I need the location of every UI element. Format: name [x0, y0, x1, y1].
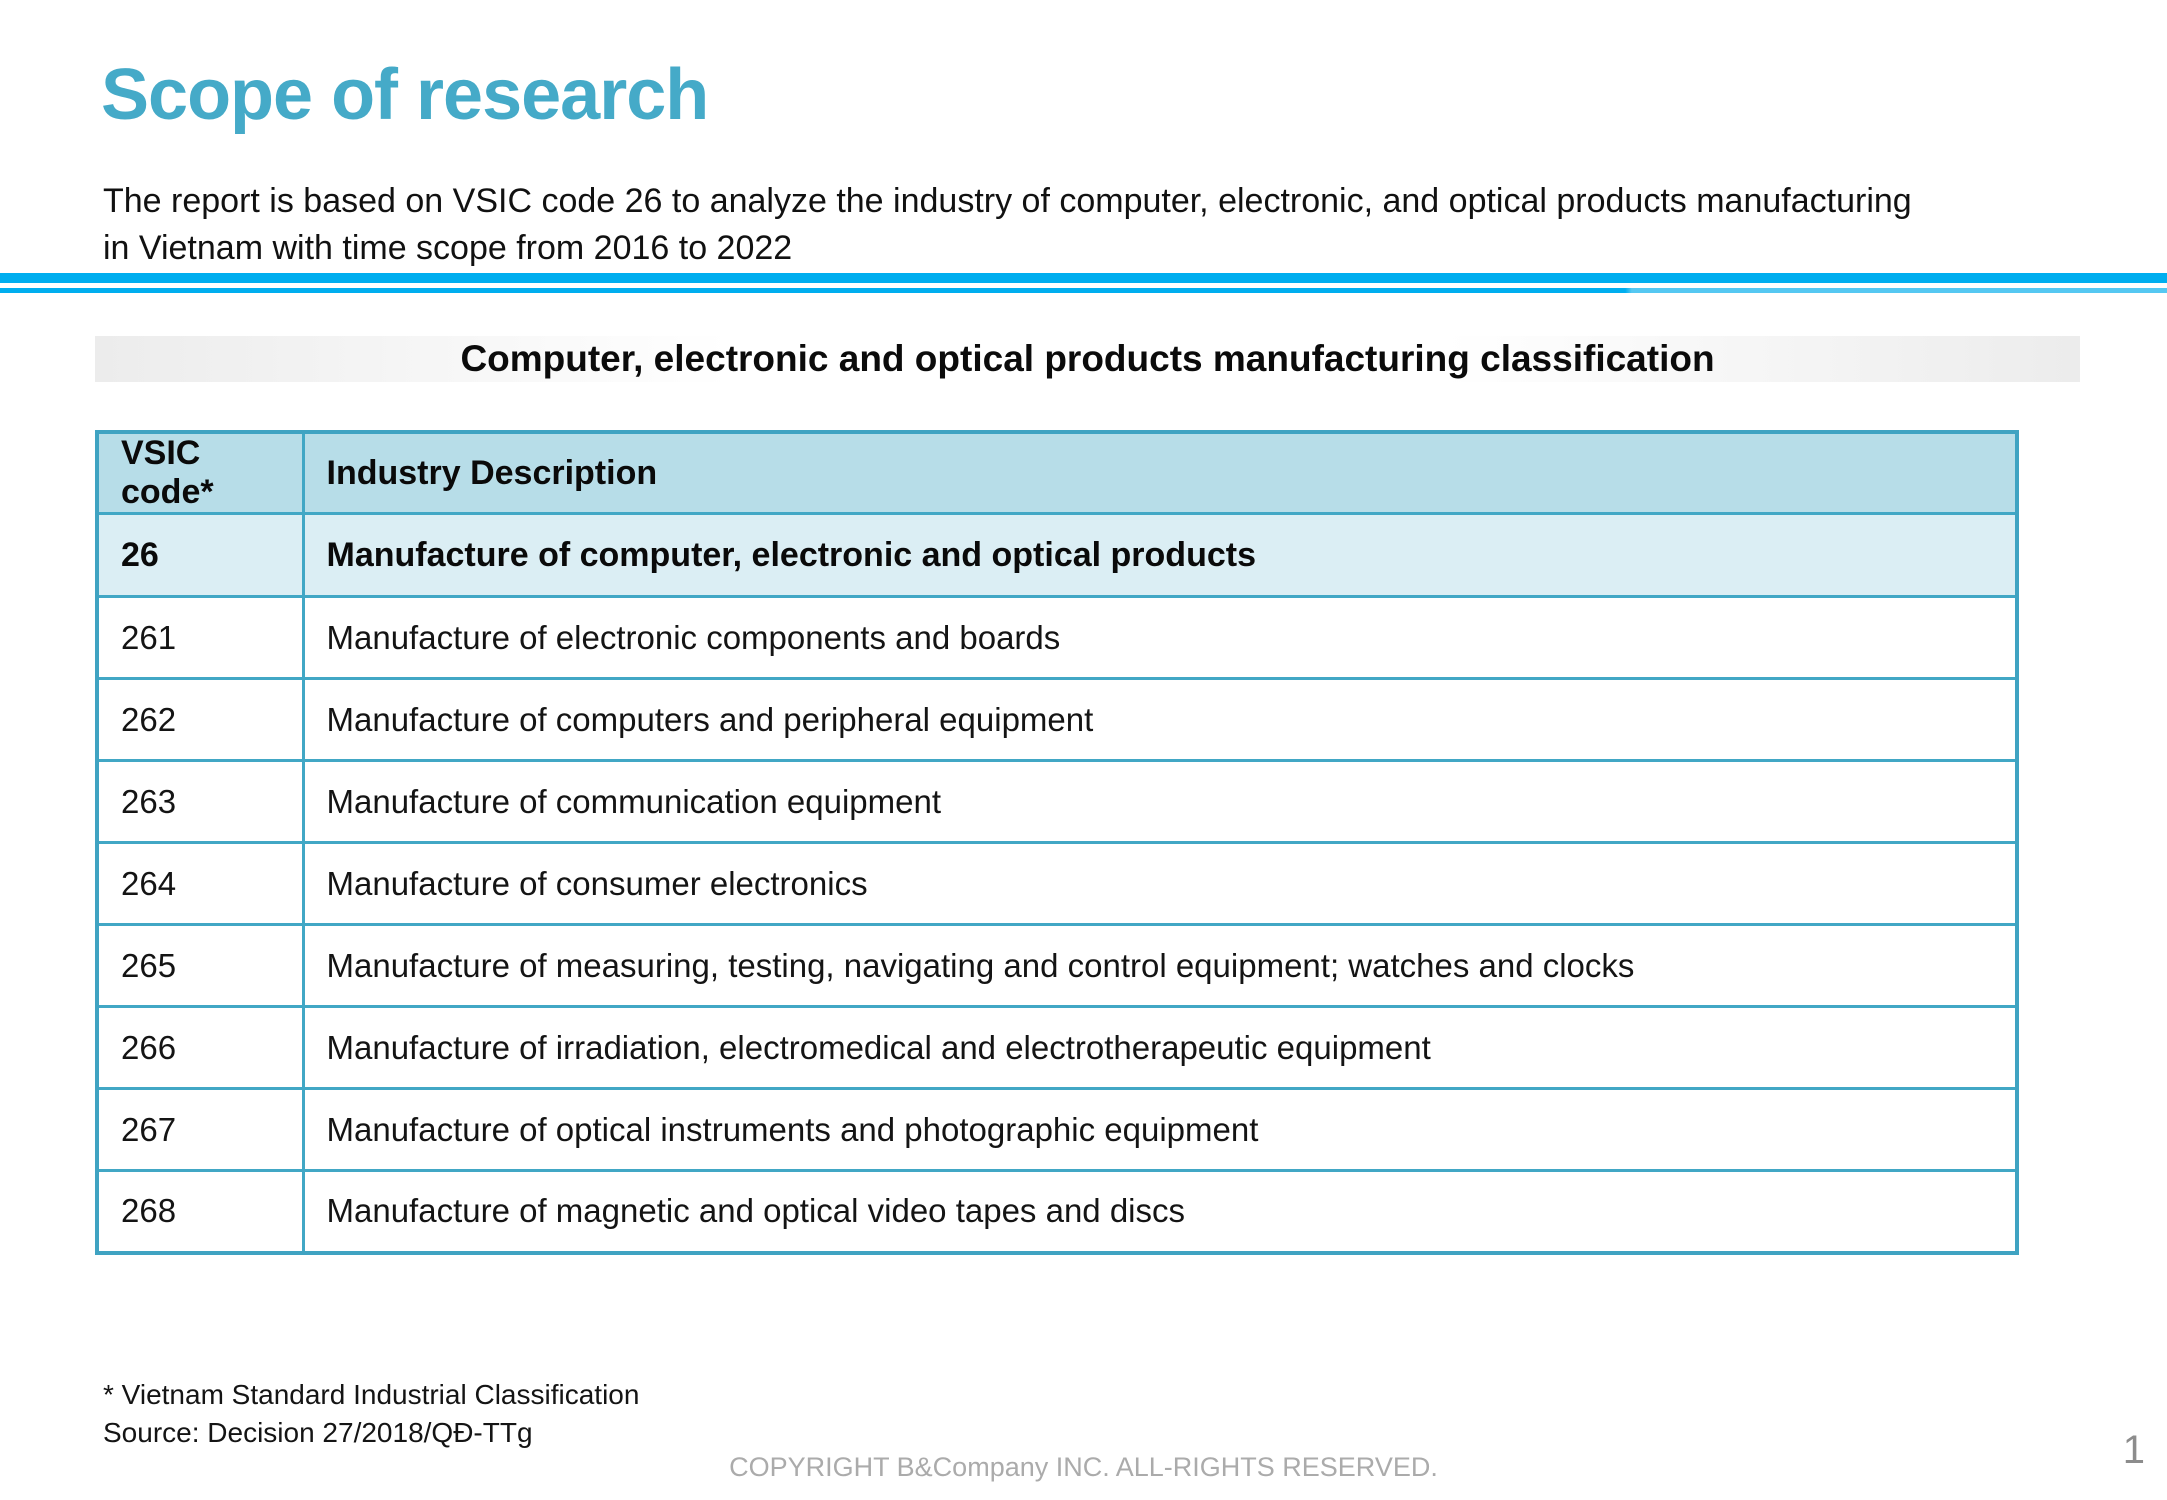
industry-description-cell: Manufacture of magnetic and optical vide… — [301, 1169, 2019, 1254]
vsic-code-cell: 261 — [95, 595, 305, 680]
intro-line-2: in Vietnam with time scope from 2016 to … — [103, 229, 793, 267]
page-title: Scope of research — [101, 55, 709, 136]
vsic-code-cell: 262 — [95, 677, 305, 762]
table-row: 263 Manufacture of communication equipmen… — [95, 759, 2019, 844]
industry-description-header: Industry Description — [301, 430, 2019, 515]
industry-description-cell: Manufacture of irradiation, electromedic… — [301, 1005, 2019, 1090]
classification-table: VSIC code* Industry Description 26 Manufa… — [95, 430, 2019, 1255]
vsic-code-cell: 266 — [95, 1005, 305, 1090]
industry-description-cell: Manufacture of computers and peripheral … — [301, 677, 2019, 762]
vsic-code-cell: 267 — [95, 1087, 305, 1172]
copyright-notice: COPYRIGHT B&Company INC. ALL-RIGHTS RESE… — [729, 1452, 1438, 1482]
table-caption-band: Computer, electronic and optical product… — [95, 336, 2080, 382]
intro-line-1: The report is based on VSIC code 26 to a… — [103, 182, 1912, 220]
table-row: 265 Manufacture of measuring, testing, na… — [95, 923, 2019, 1008]
divider-bar-thin — [0, 288, 2167, 293]
table-row: 266 Manufacture of irradiation, electrome… — [95, 1005, 2019, 1090]
divider-bar-thick — [0, 273, 2167, 283]
table-header-row: VSIC code* Industry Description — [95, 430, 2019, 515]
vsic-code-header: VSIC code* — [95, 430, 305, 515]
table-row: 26 Manufacture of computer, electronic an… — [95, 512, 2019, 598]
table-body: 26 Manufacture of computer, electronic an… — [95, 512, 2019, 1254]
industry-description-cell: Manufacture of electronic components and… — [301, 595, 2019, 680]
industry-description-cell: Manufacture of computer, electronic and … — [301, 512, 2019, 598]
vsic-code-cell: 263 — [95, 759, 305, 844]
footnote-classification: * Vietnam Standard Industrial Classifica… — [103, 1379, 640, 1410]
industry-description-cell: Manufacture of consumer electronics — [301, 841, 2019, 926]
footnote-block: * Vietnam Standard Industrial Classifica… — [103, 1376, 639, 1452]
table-row: 261 Manufacture of electronic components … — [95, 595, 2019, 680]
table-row: 264 Manufacture of consumer electronics — [95, 841, 2019, 926]
vsic-code-cell: 265 — [95, 923, 305, 1008]
table-row: 267 Manufacture of optical instruments an… — [95, 1087, 2019, 1172]
industry-description-cell: Manufacture of communication equipment — [301, 759, 2019, 844]
vsic-code-cell: 268 — [95, 1169, 305, 1254]
table-caption: Computer, electronic and optical product… — [460, 338, 1715, 379]
intro-paragraph: The report is based on VSIC code 26 to a… — [103, 178, 1912, 272]
vsic-code-cell: 264 — [95, 841, 305, 926]
industry-description-cell: Manufacture of measuring, testing, navig… — [301, 923, 2019, 1008]
table-row: 262 Manufacture of computers and peripher… — [95, 677, 2019, 762]
page-number: 1 — [2122, 1428, 2145, 1472]
industry-description-cell: Manufacture of optical instruments and p… — [301, 1087, 2019, 1172]
vsic-code-cell: 26 — [95, 512, 305, 598]
table-row: 268 Manufacture of magnetic and optical v… — [95, 1169, 2019, 1254]
footnote-source: Source: Decision 27/2018/QĐ-TTg — [103, 1417, 533, 1448]
